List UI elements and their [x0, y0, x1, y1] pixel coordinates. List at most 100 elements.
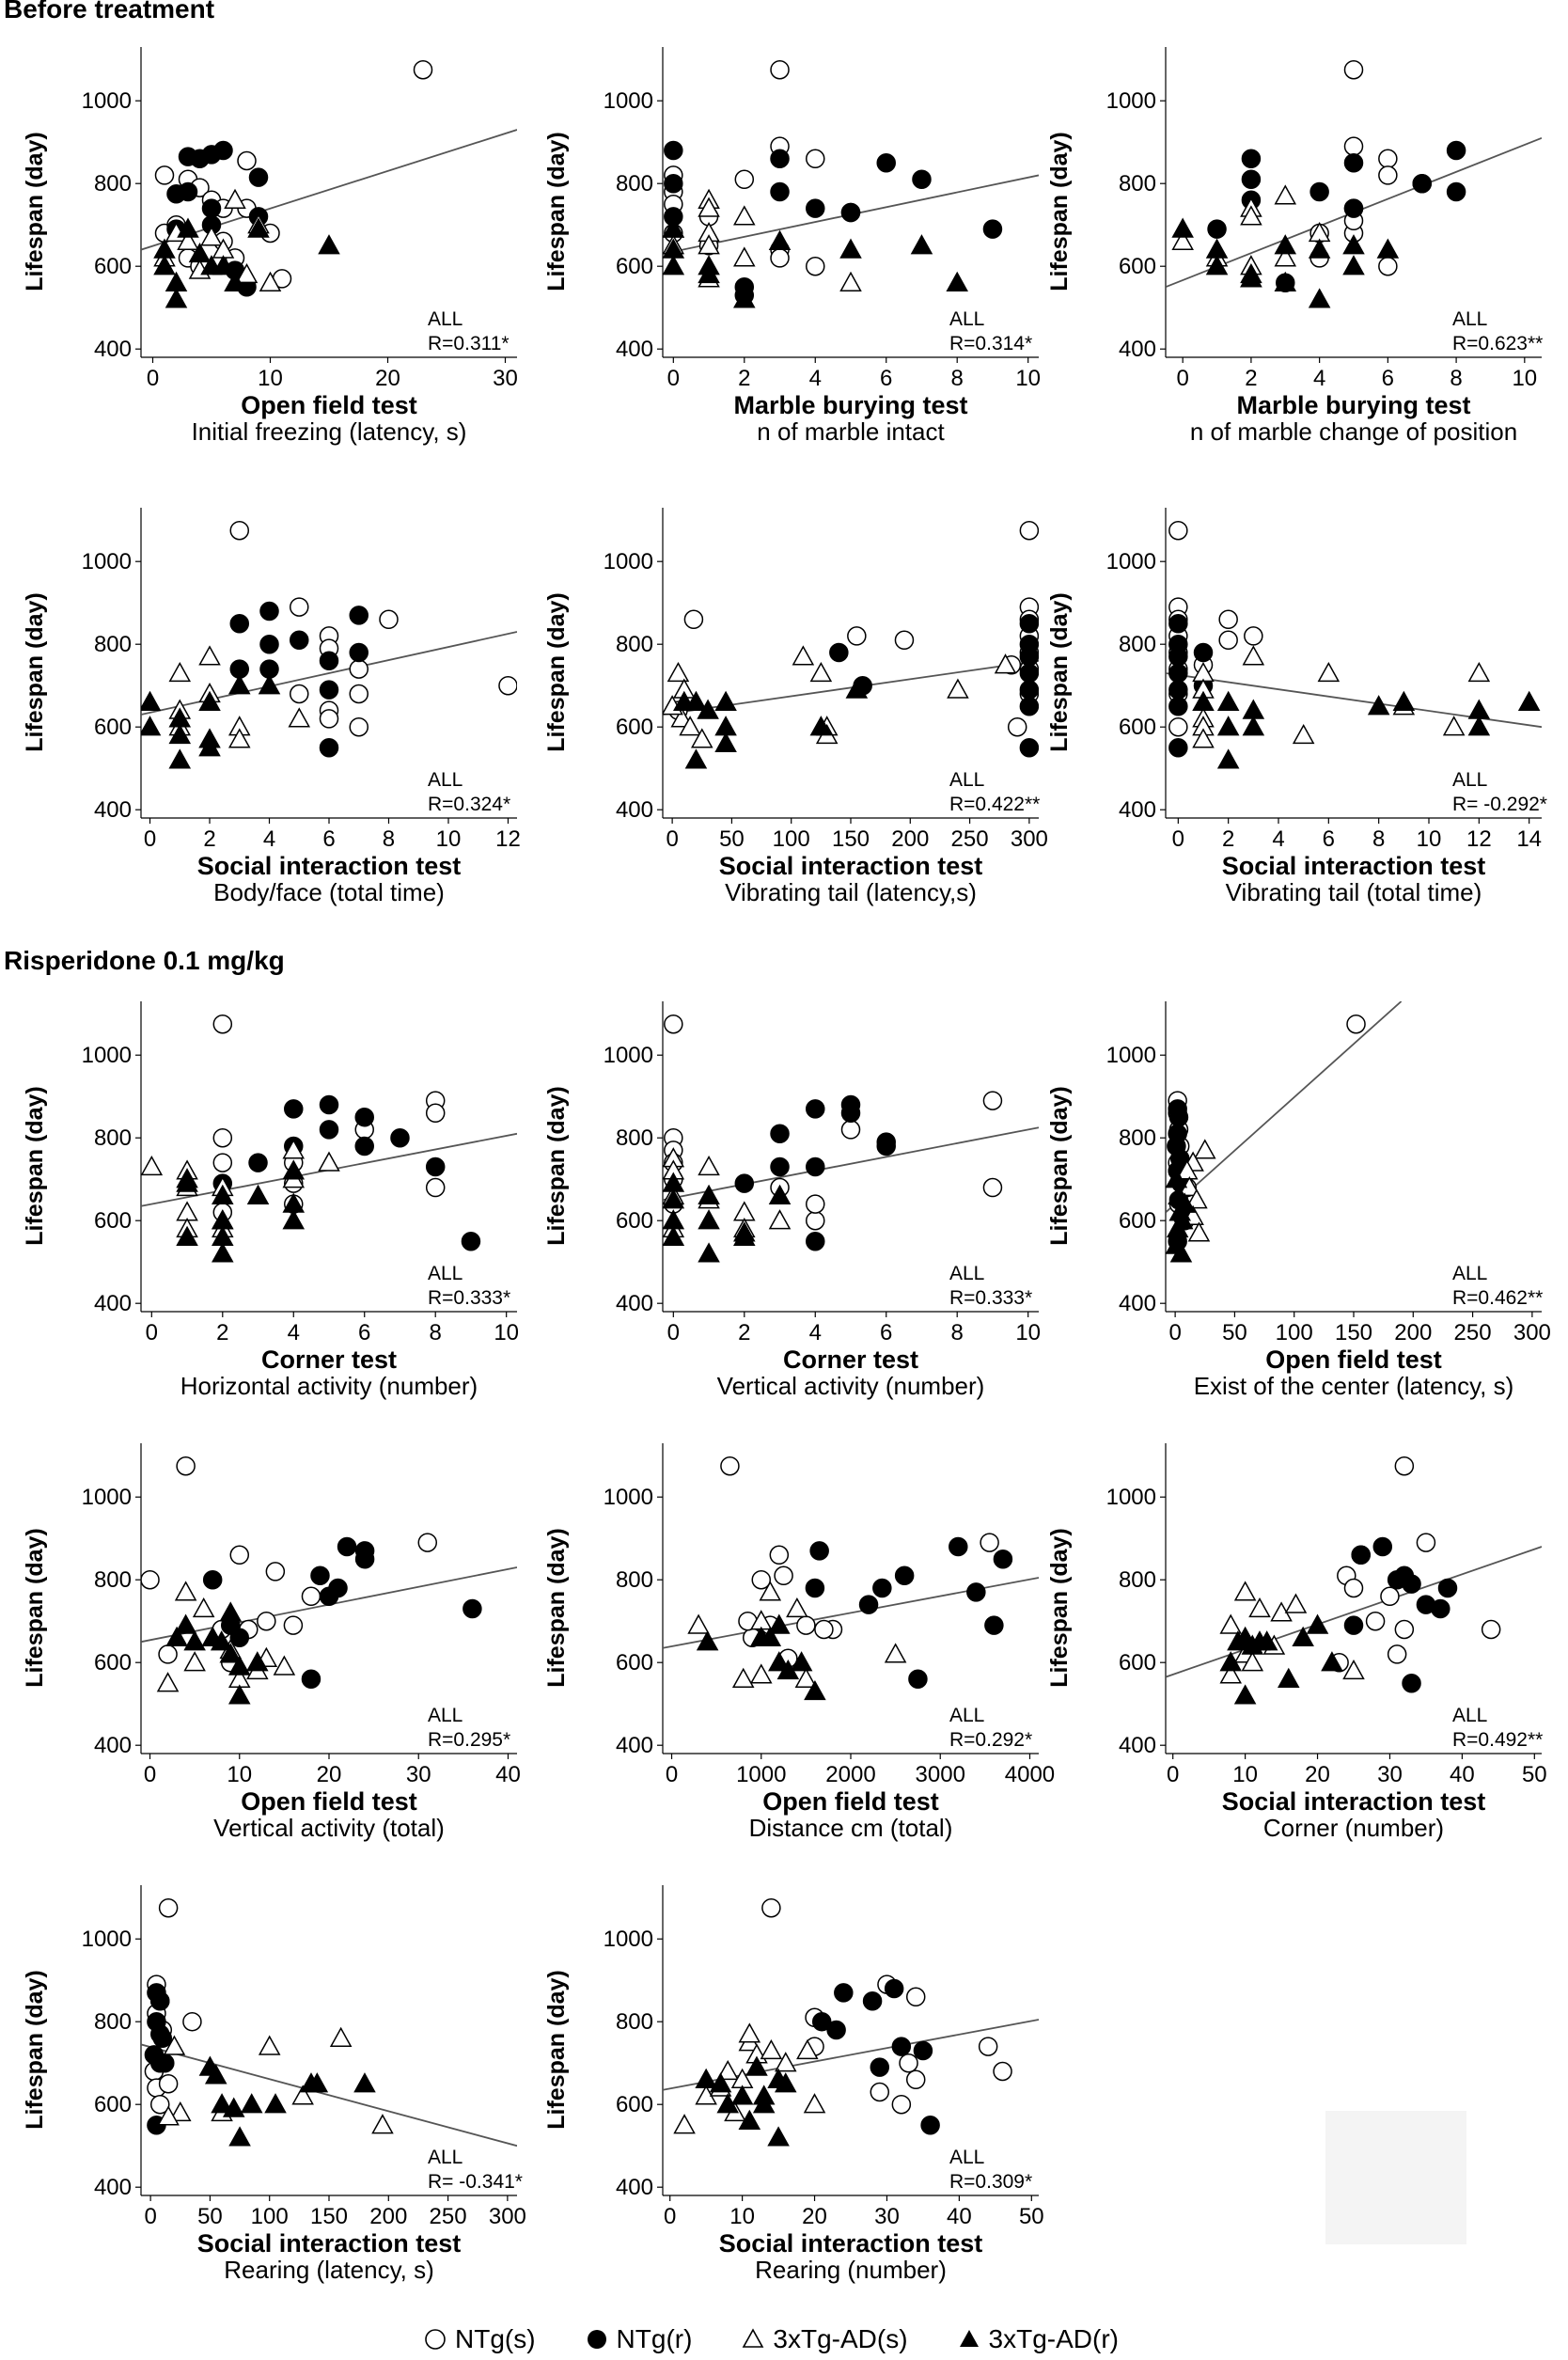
stat-label: ALL: [949, 1263, 984, 1284]
y-tick-label: 600: [1119, 1208, 1156, 1234]
stat-label: ALL: [428, 1705, 463, 1726]
scatter-point-circle-filled: [1019, 647, 1039, 667]
stat-label: ALL: [949, 1705, 984, 1726]
x-tick-label: 300: [489, 2204, 526, 2229]
correlation-label: R=0.311*: [428, 333, 510, 354]
scatter-point-circle-filled: [284, 1099, 304, 1119]
scatter-point-triangle-open: [803, 2093, 826, 2114]
scatter-point-circle-filled: [664, 173, 683, 194]
scatter-point-triangle-filled: [1242, 716, 1265, 736]
scatter-point-triangle-open: [809, 661, 833, 683]
scatter-point-triangle-open: [174, 1581, 197, 1601]
x-axis-label: Vertical activity (total): [213, 1814, 445, 1842]
scatter-point-circle-open: [1346, 1014, 1366, 1034]
scatter-point-triangle-open: [227, 728, 251, 748]
x-tick-label: 0: [1177, 366, 1189, 391]
scatter-point-circle-filled: [1207, 219, 1227, 239]
correlation-label: R=0.462**: [1452, 1287, 1543, 1309]
x-tick-label: 20: [802, 2204, 827, 2229]
scatter-point-circle-filled: [301, 1669, 321, 1690]
scatter-point-circle-filled: [290, 630, 309, 651]
x-tick-label: 2: [738, 1320, 750, 1345]
scatter-point-triangle-filled: [224, 271, 246, 291]
scatter-point-circle-open: [1378, 149, 1398, 169]
scatter-point-triangle-filled: [714, 690, 737, 711]
scatter-point-triangle-filled: [228, 2126, 251, 2147]
scatter-point-circle-filled: [1168, 680, 1188, 700]
scatter-point-triangle-open: [947, 678, 969, 699]
x-tick-label: 0: [1172, 826, 1184, 852]
y-tick-label: 600: [1119, 715, 1156, 740]
scatter-point-triangle-filled: [174, 1613, 197, 1634]
scatter-point-circle-open: [158, 1644, 178, 1664]
scatter-point-circle-open: [349, 716, 368, 737]
x-tick-label: 8: [430, 1320, 442, 1345]
scatter-point-triangle-filled: [264, 2093, 287, 2114]
plot-data: [1166, 1001, 1403, 1263]
scatter-point-circle-filled: [993, 1549, 1013, 1569]
x-tick-label: 0: [147, 366, 159, 391]
x-tick-label: 10: [729, 2204, 755, 2229]
x-axis-label: Horizontal activity (number): [180, 1372, 478, 1400]
x-axis-label: Corner (number): [1263, 1814, 1444, 1842]
scatter-point-triangle-filled: [1277, 1667, 1300, 1688]
scatter-panel-5: 400 600 800 1000 0 50 100 150 200 250 300 Lifespan …: [543, 508, 1048, 906]
x-tick-label: 0: [146, 1320, 158, 1345]
scatter-point-triangle-open: [177, 229, 199, 250]
scatter-point-circle-open: [770, 59, 790, 80]
scatter-point-triangle-filled: [714, 732, 737, 752]
y-tick-label: 600: [616, 715, 653, 740]
x-tick-label: 0: [667, 366, 680, 391]
correlation-label: R=0.623**: [1452, 333, 1543, 354]
triangle-filled-marker-icon: [959, 2330, 979, 2347]
legend-item-ntg-s: NTg(s): [423, 2324, 536, 2354]
scatter-point-triangle-filled: [141, 690, 162, 711]
scatter-point-circle-filled: [1019, 680, 1039, 700]
scatter-point-triangle-filled: [1173, 1192, 1197, 1213]
scatter-point-triangle-open: [679, 716, 701, 736]
y-tick-label: 1000: [1106, 1043, 1156, 1068]
scatter-point-triangle-filled: [910, 234, 933, 255]
scatter-point-triangle-filled: [141, 716, 162, 736]
scatter-point-triangle-filled: [201, 1626, 224, 1646]
scatter-point-circle-open: [1378, 256, 1398, 276]
scatter-point-triangle-filled: [1367, 695, 1390, 716]
scatter-point-triangle-filled: [946, 271, 968, 291]
scatter-point-triangle-open: [371, 2114, 394, 2134]
scatter-point-triangle-filled: [282, 1159, 306, 1180]
scatter-point-circle-open: [182, 2011, 202, 2032]
scatter-point-triangle-open: [731, 1667, 755, 1688]
scatter-point-circle-filled: [1019, 663, 1039, 684]
scatter-point-triangle-filled: [246, 1651, 269, 1672]
scatter-point-triangle-filled: [1169, 1242, 1193, 1263]
plot-data: [141, 1455, 517, 1705]
scatter-point-circle-open: [158, 1897, 179, 1918]
scatter-point-circle-filled: [770, 1124, 790, 1144]
x-axis-title: Social interaction test: [719, 2229, 983, 2258]
scatter-point-triangle-open: [282, 1139, 306, 1159]
scatter-point-triangle-filled: [212, 1184, 234, 1204]
scatter-point-circle-open: [847, 626, 867, 646]
scatter-point-circle-filled: [862, 1990, 883, 2011]
x-tick-label: 10: [258, 366, 283, 391]
scatter-point-triangle-open: [1219, 1613, 1243, 1634]
x-axis-label: Distance cm (total): [749, 1814, 953, 1842]
y-tick-label: 1000: [1106, 1485, 1156, 1510]
scatter-point-circle-filled: [1241, 169, 1262, 190]
scatter-point-circle-filled: [390, 1127, 410, 1148]
circle-filled-marker-icon: [587, 2330, 606, 2349]
scatter-point-triangle-filled: [198, 690, 221, 711]
x-tick-label: 4: [809, 366, 822, 391]
scatter-point-circle-filled: [425, 1156, 446, 1177]
scatter-point-triangle-filled: [845, 678, 869, 699]
stat-label: ALL: [428, 308, 463, 330]
x-tick-label: 150: [310, 2204, 348, 2229]
plot-data: [663, 1455, 1039, 1701]
y-tick-label: 600: [94, 715, 132, 740]
x-tick-label: 2: [1222, 826, 1234, 852]
y-tick-label: 400: [616, 797, 653, 823]
y-tick-label: 400: [94, 797, 132, 823]
plot-data: [1166, 520, 1542, 769]
scatter-point-triangle-open: [738, 2022, 761, 2043]
